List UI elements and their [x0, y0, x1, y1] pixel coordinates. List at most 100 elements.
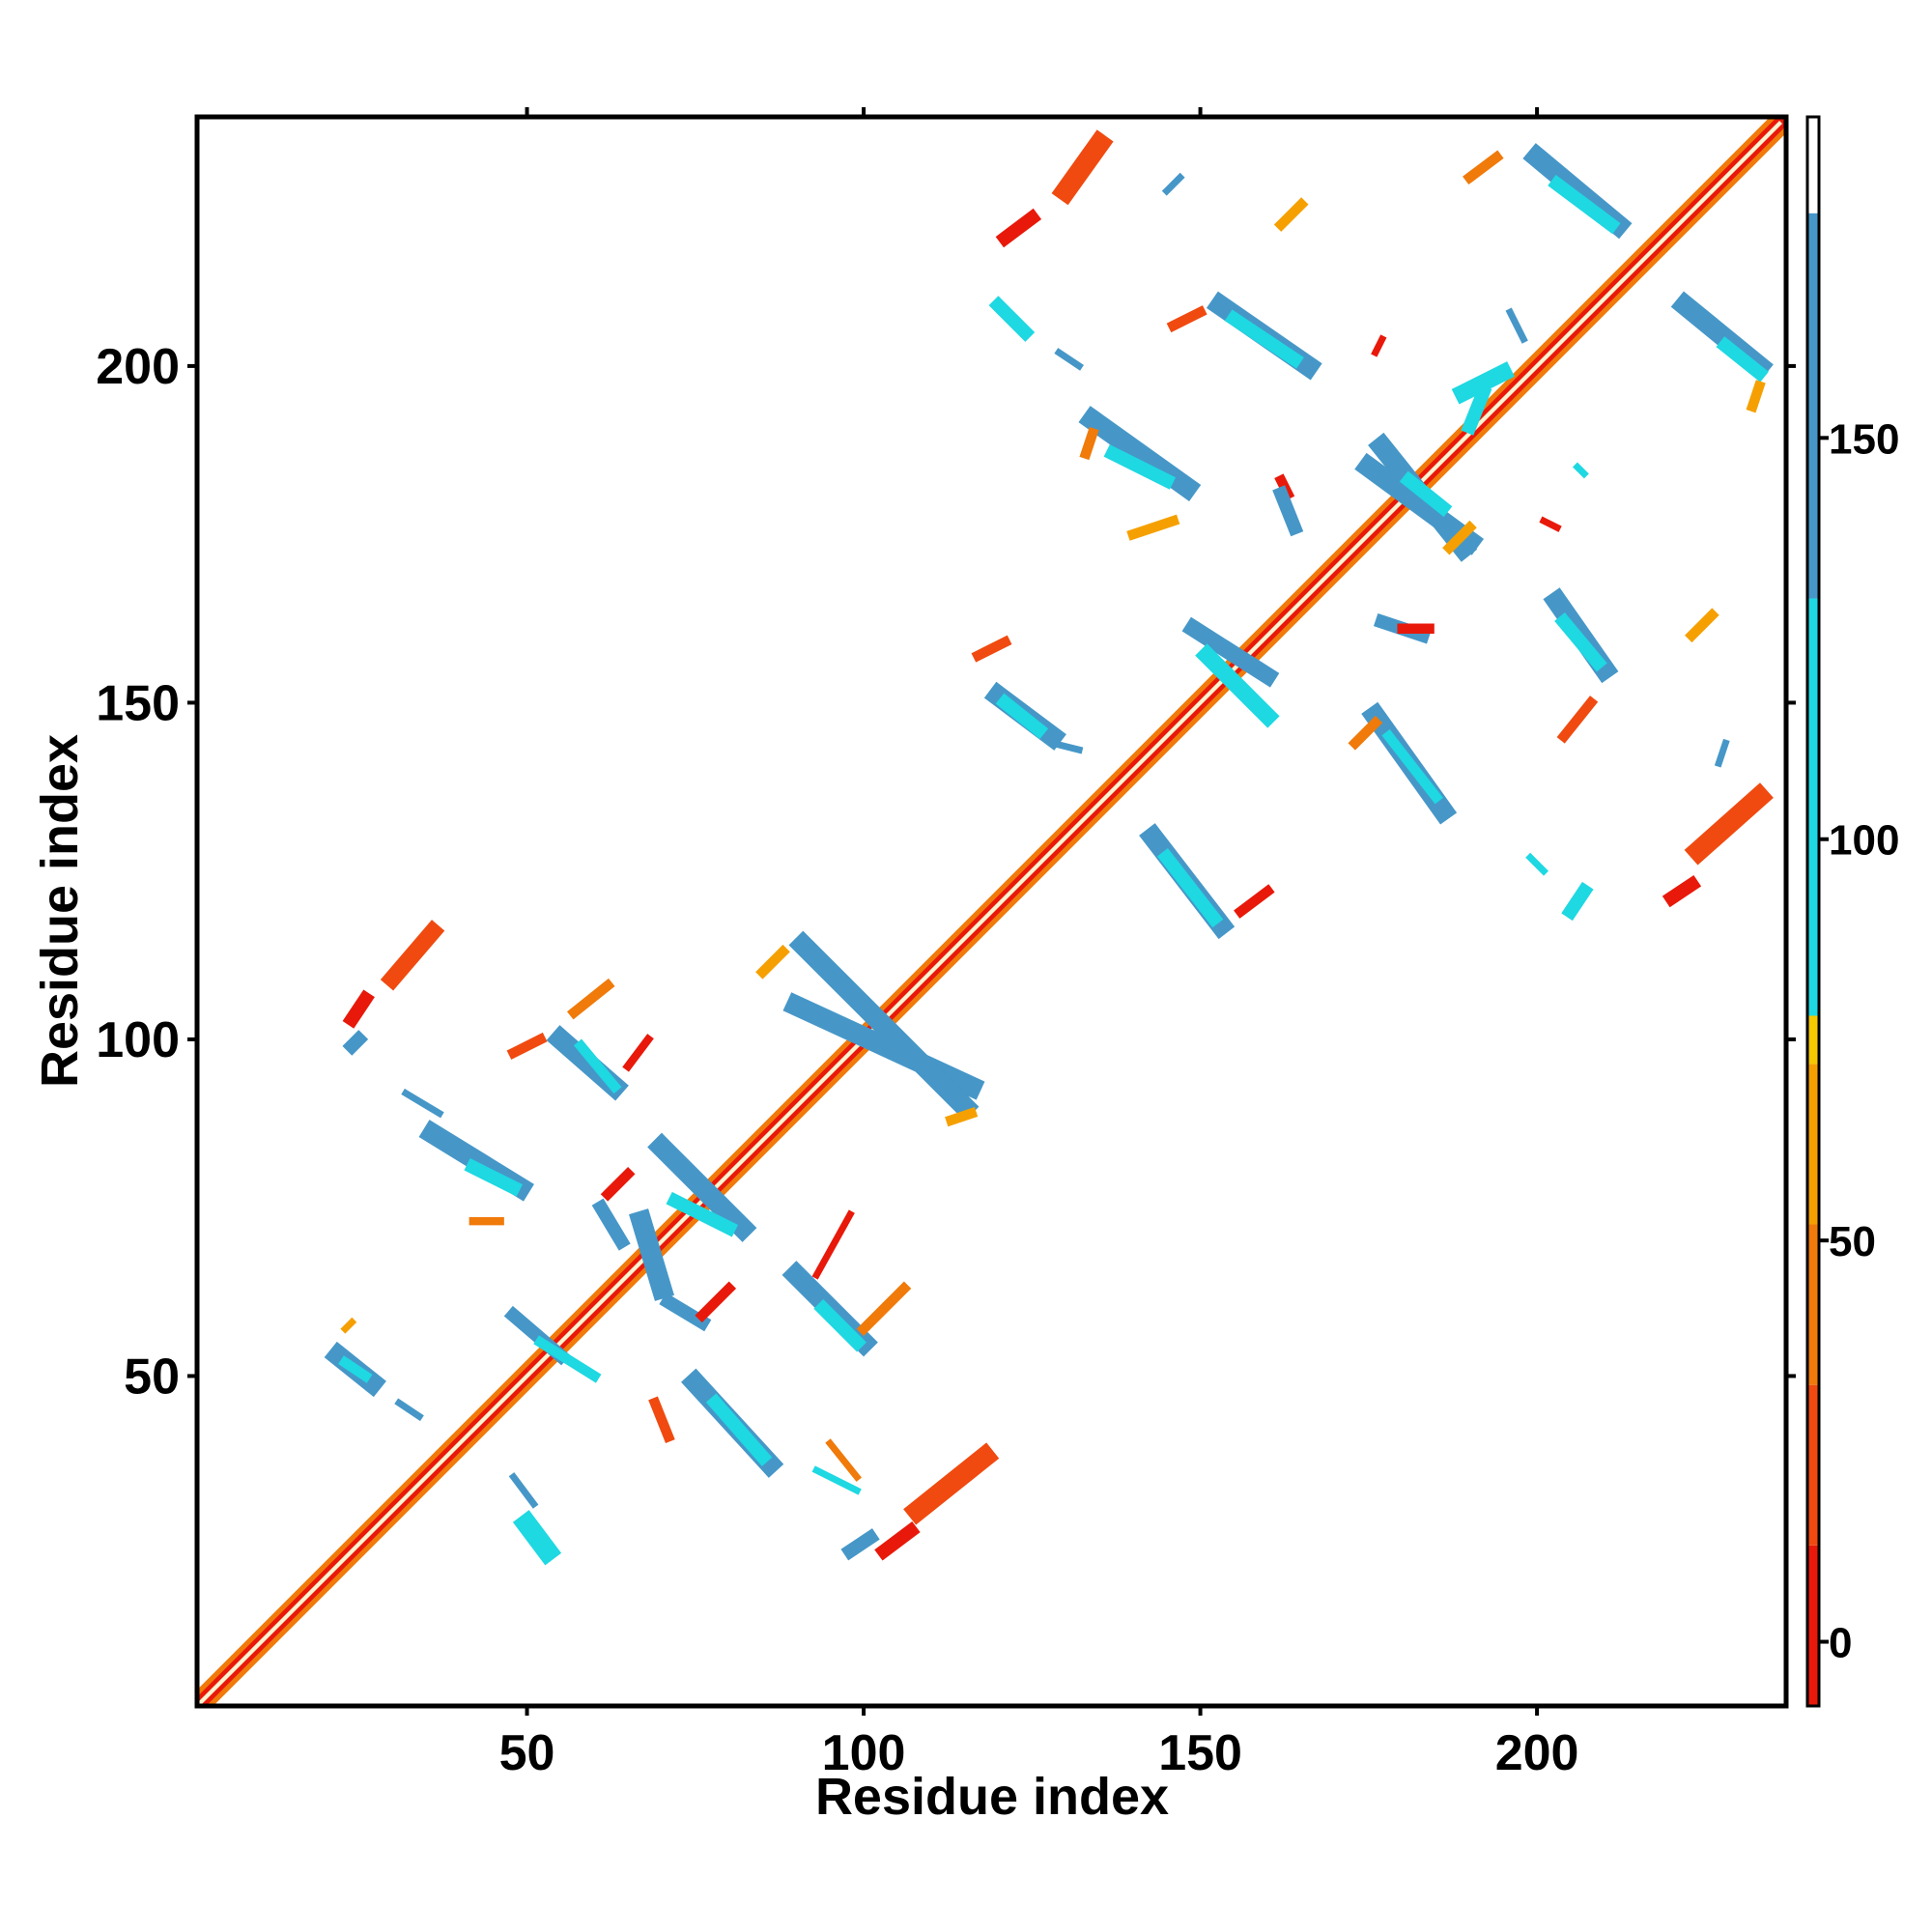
contact-segment-44	[1156, 847, 1224, 928]
contact-segment-26	[813, 1298, 867, 1352]
contact-segment-76	[1054, 348, 1084, 371]
contact-segment-86	[995, 208, 1042, 248]
contact-segment-41	[755, 944, 790, 980]
colorbar-band-2	[1807, 1224, 1819, 1385]
colorbar-band-7	[1807, 117, 1819, 213]
contact-segment-69	[1126, 514, 1180, 541]
colorbar-band-5	[1807, 598, 1819, 1016]
colorbar: 0 50 100 150	[1805, 115, 1899, 1708]
contact-segment-9	[464, 1158, 523, 1197]
contact-segment-40	[788, 930, 980, 1122]
contact-segment-7	[622, 1034, 654, 1072]
contact-segment-84	[1572, 462, 1589, 479]
contact-segment-17	[659, 1293, 712, 1332]
contact-segment-81	[1451, 361, 1515, 405]
contact-segment-96	[1371, 334, 1387, 357]
x-tick-label-50: 50	[499, 1725, 555, 1781]
contact-segment-50	[1181, 616, 1280, 688]
y-tick-label-200: 200	[96, 339, 180, 395]
axes: 50 100 150 200 50 100 150 200	[96, 107, 1796, 1781]
contact-segment-47	[995, 693, 1049, 740]
contact-segment-28	[811, 1209, 855, 1280]
contact-segment-10	[401, 1088, 444, 1119]
x-tick-label-150: 150	[1158, 1725, 1242, 1781]
y-axis-title: Residue index	[31, 734, 89, 1088]
contact-segment-54	[1348, 715, 1383, 751]
contact-segment-91	[1463, 150, 1504, 185]
contact-segment-79	[1399, 470, 1453, 518]
contact-segment-67	[1103, 444, 1177, 490]
contact-segment-22	[338, 1355, 373, 1383]
contact-segment-64	[1525, 852, 1548, 876]
y-tick-label-50: 50	[124, 1349, 180, 1405]
contact-segment-24	[394, 1398, 424, 1422]
contact-segment-90	[1548, 174, 1621, 235]
colorbar-band-0	[1807, 1545, 1819, 1706]
contact-segment-45	[1234, 884, 1275, 919]
y-tick-label-100: 100	[96, 1012, 180, 1068]
contact-segment-4	[573, 1038, 622, 1094]
contact-segment-34	[903, 1442, 1000, 1525]
contact-segment-62	[1662, 874, 1702, 908]
contact-segment-61	[1684, 782, 1774, 866]
contact-segment-74	[1166, 305, 1208, 333]
colorbar-tick-label-50: 50	[1829, 1218, 1876, 1265]
contact-segment-48	[971, 635, 1012, 663]
contact-segment-6	[506, 1032, 548, 1060]
contact-segment-20	[533, 1335, 602, 1383]
contact-segment-51	[1195, 643, 1280, 728]
x-tick-label-100: 100	[822, 1725, 906, 1781]
contact-segment-18	[695, 1281, 737, 1323]
contact-segment-63	[1561, 881, 1594, 922]
contact-segment-68	[1079, 426, 1099, 461]
contact-segment-53	[1381, 728, 1443, 805]
colorbar-tick-label-0: 0	[1829, 1620, 1852, 1667]
contact-segment-88	[1273, 197, 1309, 232]
contact-segment-16	[629, 1208, 674, 1301]
contact-segment-30	[705, 1393, 773, 1466]
contact-segment-95	[1505, 307, 1528, 344]
contact-segment-56	[1554, 611, 1607, 672]
x-axis-title: Residue index	[815, 1768, 1169, 1826]
heatmap-cells	[197, 117, 1786, 1706]
contact-segment-42	[945, 1106, 979, 1127]
contact-segment-33	[811, 1465, 862, 1495]
colorbar-frame	[1805, 115, 1821, 1708]
plot-frame	[194, 114, 1789, 1709]
contact-segment-27	[856, 1281, 912, 1337]
contact-segment-35	[840, 1528, 880, 1561]
contact-segment-0	[380, 920, 445, 991]
contact-segment-1	[342, 989, 375, 1029]
contact-segment-36	[874, 1521, 921, 1561]
contact-segment-38	[508, 1472, 539, 1509]
y-tick-label-150: 150	[96, 675, 180, 731]
contact-segment-71	[1272, 485, 1304, 537]
contact-segment-73	[1224, 309, 1304, 369]
contact-segment-60	[1556, 696, 1599, 744]
contact-segment-93	[1716, 336, 1769, 383]
contact-segment-85	[1051, 129, 1114, 206]
diagonal-band-core	[197, 121, 1782, 1706]
contact-segment-80	[1442, 520, 1477, 555]
contact-segment-31	[648, 1396, 675, 1443]
colorbar-band-1	[1807, 1384, 1819, 1546]
colorbar-band-3	[1807, 1064, 1819, 1225]
contact-segment-75	[988, 296, 1036, 342]
contact-segment-94	[1746, 380, 1766, 413]
contact-segment-13	[600, 1166, 636, 1202]
colorbar-band-4	[1807, 1015, 1819, 1065]
contact-segment-14	[647, 1132, 757, 1242]
contact-segment-2	[342, 1030, 369, 1056]
contact-segment-23	[340, 1317, 357, 1334]
contact-segment-87	[1161, 172, 1185, 196]
colorbar-tick-label-150: 150	[1829, 415, 1899, 463]
contact-segment-65	[1714, 738, 1730, 768]
contact-segment-15	[666, 1191, 739, 1237]
x-tick-label-200: 200	[1495, 1725, 1579, 1781]
colorbar-band-6	[1807, 213, 1819, 599]
contact-segment-82	[1461, 384, 1492, 436]
contact-segment-5	[566, 978, 615, 1020]
contact-segment-59	[1685, 608, 1719, 643]
contact-segment-37	[512, 1510, 562, 1566]
